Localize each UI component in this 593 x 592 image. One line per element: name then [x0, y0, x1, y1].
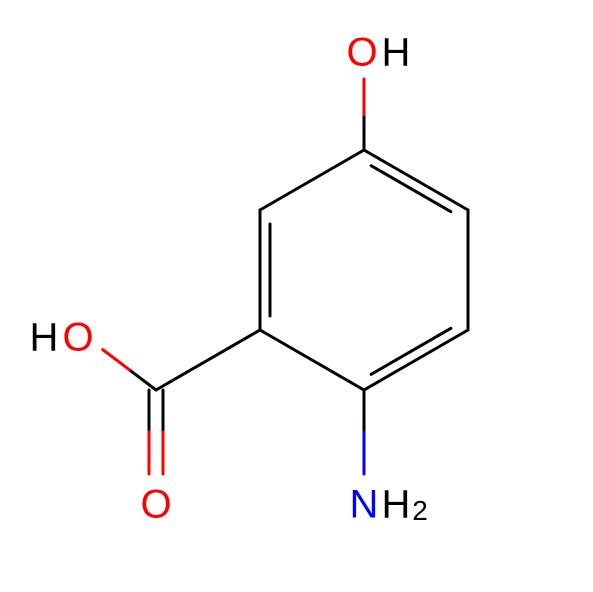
svg-text:H: H: [382, 483, 411, 527]
svg-text:H: H: [382, 31, 411, 75]
svg-text:H: H: [30, 316, 59, 360]
svg-text:N: N: [350, 483, 379, 527]
svg-text:O: O: [346, 31, 377, 75]
svg-text:O: O: [62, 316, 93, 360]
molecule-diagram: OHOOHNH2: [0, 0, 593, 592]
svg-text:2: 2: [412, 495, 428, 526]
svg-text:O: O: [140, 483, 171, 527]
